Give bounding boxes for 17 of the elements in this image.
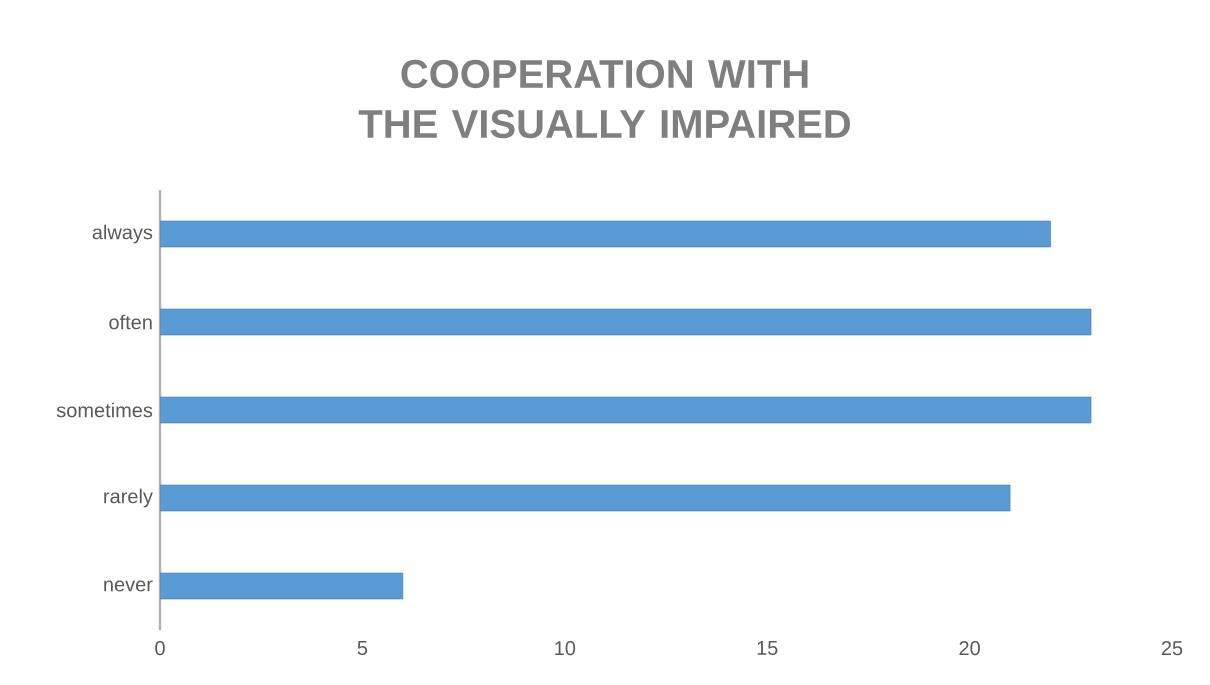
x-tick-label: 25 xyxy=(1161,641,1183,656)
chart-title: COOPERATION WITH THE VISUALLY IMPAIRED xyxy=(358,59,851,139)
x-tick-label: 20 xyxy=(959,641,980,656)
x-tick-label: 10 xyxy=(555,641,576,656)
bar xyxy=(160,308,1092,336)
x-tick-label: 0 xyxy=(155,641,165,656)
y-tick-label: sometimes xyxy=(56,402,153,418)
y-tick-label: always xyxy=(92,224,153,244)
y-tick-label: often xyxy=(109,314,152,330)
x-tick-label: 15 xyxy=(757,641,778,655)
bar xyxy=(160,484,1011,512)
x-tick-label: 5 xyxy=(357,641,368,655)
y-tick-label: never xyxy=(104,580,153,592)
y-tick-label: rarely xyxy=(104,488,153,508)
bar xyxy=(160,572,404,600)
bar xyxy=(160,220,1051,248)
bar xyxy=(160,396,1092,424)
